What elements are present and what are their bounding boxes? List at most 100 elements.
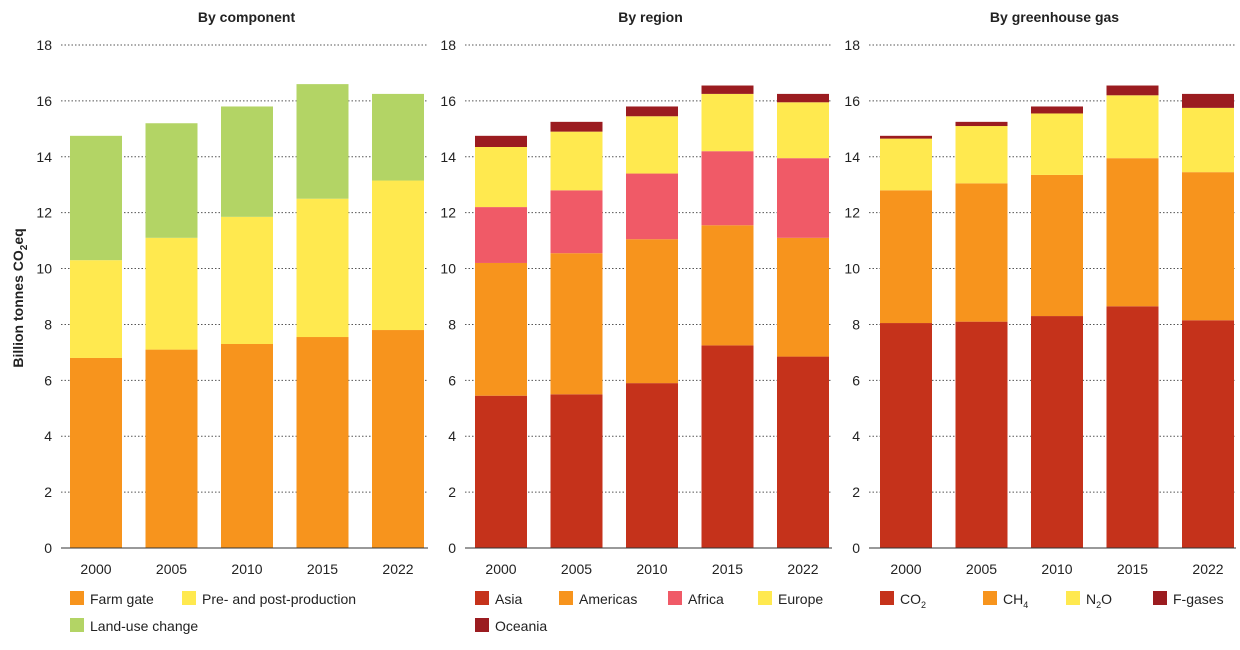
y-tick-label: 18 bbox=[36, 37, 52, 53]
x-tick-label: 2022 bbox=[1192, 561, 1223, 577]
x-tick-label: 2005 bbox=[561, 561, 592, 577]
bar-segment bbox=[475, 146, 527, 208]
x-tick-label: 2000 bbox=[80, 561, 111, 577]
bar-segment bbox=[70, 260, 122, 358]
y-tick-label: 10 bbox=[844, 261, 860, 277]
bar-segment bbox=[372, 330, 424, 548]
legend-swatch bbox=[1066, 591, 1080, 605]
x-tick-label: 2010 bbox=[636, 561, 667, 577]
chart-panel-2: By region 0 2 4 6 8 10 12 14 16 18 2000 2005 2010 2015… bbox=[440, 9, 832, 634]
y-tick-label: 10 bbox=[36, 261, 52, 277]
bar-segment bbox=[372, 93, 424, 181]
x-tick-label: 2010 bbox=[1041, 561, 1072, 577]
bar-segment bbox=[1031, 174, 1083, 317]
legend-swatch bbox=[880, 591, 894, 605]
bar-segment bbox=[475, 262, 527, 396]
legend-swatch bbox=[70, 618, 84, 632]
legend-item: Asia bbox=[475, 591, 522, 607]
bar-segment bbox=[955, 126, 1008, 184]
legend-label: CO2 bbox=[900, 591, 926, 610]
bar-segment bbox=[626, 116, 678, 174]
chart-title: By region bbox=[618, 9, 683, 25]
bar-segment bbox=[550, 253, 603, 395]
bar-segment bbox=[777, 93, 829, 103]
bar-segment bbox=[70, 357, 122, 548]
y-tick-label: 14 bbox=[36, 149, 52, 165]
bar-segment bbox=[1031, 316, 1083, 548]
bar-segment bbox=[777, 102, 829, 159]
y-tick-label: 12 bbox=[36, 205, 52, 221]
x-tick-label: 2000 bbox=[485, 561, 516, 577]
bar-segment bbox=[221, 106, 273, 217]
bar-segment bbox=[1106, 95, 1159, 159]
bar-segment bbox=[955, 183, 1008, 322]
legend-label: Land-use change bbox=[90, 618, 198, 634]
bar-segment bbox=[626, 239, 678, 384]
bar-segment bbox=[475, 135, 527, 147]
x-tick-label: 2022 bbox=[787, 561, 818, 577]
y-tick-label: 0 bbox=[448, 540, 456, 556]
legend-item: N2O bbox=[1066, 591, 1112, 610]
bar-segment bbox=[475, 207, 527, 263]
bar-segment bbox=[1031, 113, 1083, 175]
chart-panel-3: By greenhouse gas 0 2 4 6 8 10 12 14 16 18 2000 2005… bbox=[844, 9, 1236, 610]
bar-segment bbox=[880, 323, 932, 548]
y-tick-label: 12 bbox=[440, 205, 456, 221]
bar-segment bbox=[955, 121, 1008, 127]
bar-segment bbox=[701, 225, 754, 346]
bar-segment bbox=[145, 237, 198, 350]
legend-label: Africa bbox=[688, 591, 724, 607]
bar-segment bbox=[221, 344, 273, 548]
legend-item: CO2 bbox=[880, 591, 926, 610]
legend-swatch bbox=[70, 591, 84, 605]
y-tick-label: 4 bbox=[448, 428, 456, 444]
legend-swatch bbox=[1153, 591, 1167, 605]
y-tick-label: 16 bbox=[36, 93, 52, 109]
legend-label: Europe bbox=[778, 591, 823, 607]
x-tick-label: 2000 bbox=[890, 561, 921, 577]
legend-swatch bbox=[668, 591, 682, 605]
bar-segment bbox=[880, 135, 932, 139]
bar-segment bbox=[1182, 320, 1234, 548]
legend-item: Europe bbox=[758, 591, 823, 607]
legend-swatch bbox=[983, 591, 997, 605]
bar-segment bbox=[880, 190, 932, 324]
bar-segment bbox=[145, 349, 198, 548]
y-tick-label: 2 bbox=[852, 484, 860, 500]
legend-label: Asia bbox=[495, 591, 522, 607]
chart-title: By greenhouse gas bbox=[990, 9, 1119, 25]
legend-item: Africa bbox=[668, 591, 724, 607]
y-tick-label: 6 bbox=[44, 372, 52, 388]
chart-title: By component bbox=[198, 9, 296, 25]
bar-segment bbox=[777, 237, 829, 357]
bar-segment bbox=[626, 106, 678, 117]
bar-segment bbox=[296, 337, 349, 548]
legend-item: Oceania bbox=[475, 618, 547, 634]
legend-swatch bbox=[758, 591, 772, 605]
legend-label: Pre- and post-production bbox=[202, 591, 356, 607]
bar-segment bbox=[1106, 158, 1159, 307]
x-tick-label: 2022 bbox=[382, 561, 413, 577]
legend-label: F-gases bbox=[1173, 591, 1224, 607]
bar-segment bbox=[777, 356, 829, 548]
legend-swatch bbox=[475, 591, 489, 605]
y-tick-label: 6 bbox=[448, 372, 456, 388]
bar-segment bbox=[550, 190, 603, 254]
y-tick-label: 0 bbox=[44, 540, 52, 556]
x-tick-label: 2015 bbox=[307, 561, 338, 577]
bar-segment bbox=[1182, 93, 1234, 108]
x-tick-label: 2005 bbox=[966, 561, 997, 577]
bar-segment bbox=[550, 131, 603, 191]
bar-segment bbox=[70, 135, 122, 261]
y-tick-label: 2 bbox=[448, 484, 456, 500]
bar-segment bbox=[955, 321, 1008, 548]
legend-item: Land-use change bbox=[70, 618, 198, 634]
legend-label: Oceania bbox=[495, 618, 547, 634]
x-tick-label: 2015 bbox=[1117, 561, 1148, 577]
y-tick-label: 18 bbox=[844, 37, 860, 53]
bar-segment bbox=[701, 345, 754, 548]
legend-item: Americas bbox=[559, 591, 637, 607]
legend-swatch bbox=[475, 618, 489, 632]
